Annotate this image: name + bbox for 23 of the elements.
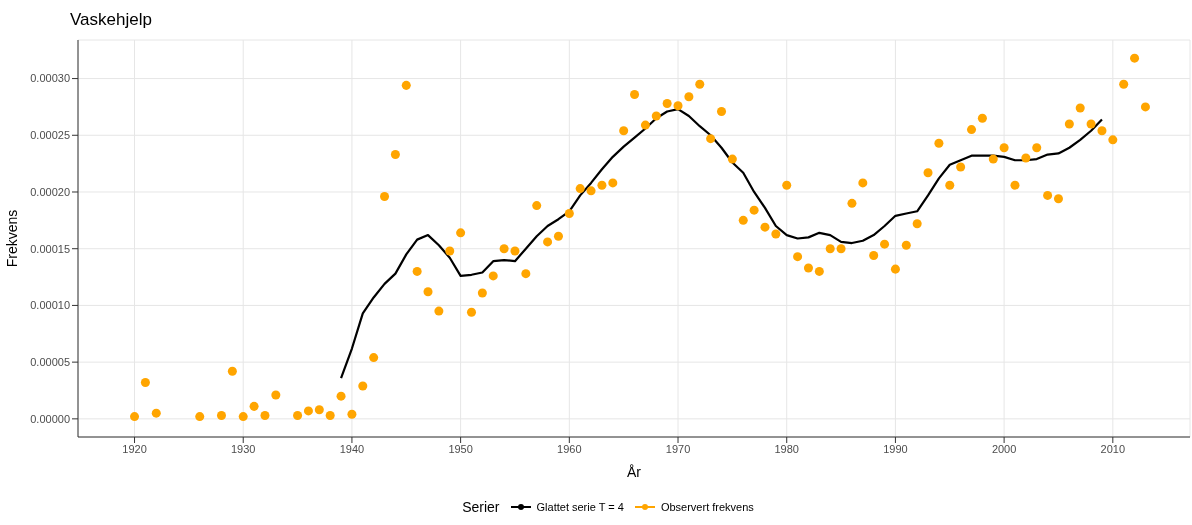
x-tick-label: 2010 xyxy=(1100,442,1126,455)
y-tick-label: 0.00005 xyxy=(30,356,70,369)
x-tick-label: 1970 xyxy=(665,442,691,455)
x-tick-label: 1950 xyxy=(448,442,473,455)
x-tick-label: 1980 xyxy=(774,442,799,455)
y-tick-label: 0.00020 xyxy=(30,185,70,198)
x-tick-label: 1940 xyxy=(339,442,365,455)
x-tick-label: 1990 xyxy=(883,442,908,455)
y-tick-label: 0.00015 xyxy=(30,242,70,255)
y-tick-label: 0.00030 xyxy=(30,72,70,85)
y-tick-label: 0.00000 xyxy=(30,412,70,425)
x-tick-label: 1960 xyxy=(557,442,582,455)
y-tick-label: 0.00025 xyxy=(30,129,70,142)
chart-title: Vaskehjelp xyxy=(70,10,152,30)
legend-title: Serier xyxy=(462,499,500,515)
y-axis-title: Frekvens xyxy=(3,209,20,268)
legend-label: Glattet serie T = 4 xyxy=(536,501,624,513)
y-tick-label: 0.00010 xyxy=(30,299,70,312)
x-tick-label: 2000 xyxy=(991,442,1017,455)
legend-label: Observert frekvens xyxy=(660,501,754,513)
x-axis-title: År xyxy=(627,464,642,480)
x-tick-label: 1920 xyxy=(122,442,147,455)
x-tick-label: 1930 xyxy=(230,442,256,455)
